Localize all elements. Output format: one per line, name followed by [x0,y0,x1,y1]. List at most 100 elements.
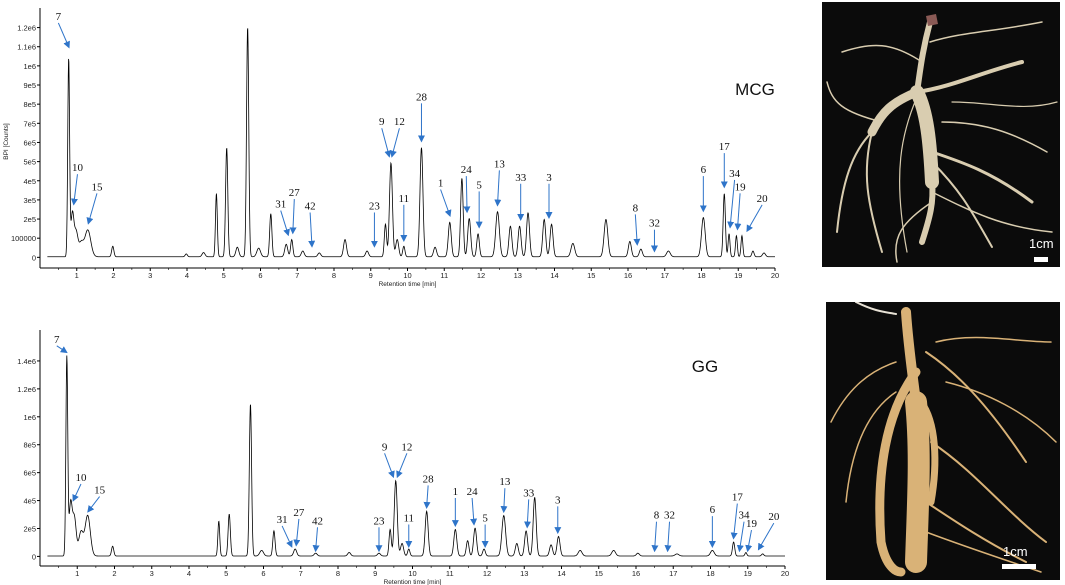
peak-annotation-10: 10 [72,472,87,502]
chromatogram-1: 0 100000 2e5 3e5 4e5 5e5 6e5 7e5 8e5 9e5 1e6 1.1e6 1… [3,8,779,288]
y-tick-label: 6e5 [23,138,36,147]
peak-label: 17 [719,141,731,153]
peak-arrow [500,488,508,514]
peak-annotation-11: 11 [399,193,410,243]
y-tick-label: 1e6 [23,413,36,422]
peak-annotation-17: 17 [719,141,731,189]
y-tick-label: 1.1e6 [17,43,36,52]
peak-label: 42 [312,515,323,527]
peak-annotation-33: 33 [523,487,535,529]
x-tick-label: 7 [299,569,303,578]
peak-label: 3 [555,494,561,506]
bpi-trace [47,28,775,258]
peak-annotation-23: 23 [369,200,380,248]
peak-annotation-8: 8 [633,202,641,246]
peak-annotation-34: 34 [736,510,750,553]
peak-arrow [389,128,400,158]
peak-label: 34 [729,168,741,180]
peak-annotation-9: 9 [379,116,392,158]
x-tick-label: 2 [112,569,116,578]
peak-label: 31 [275,199,286,211]
peak-arrow [757,522,775,551]
peak-label: 13 [494,158,506,170]
peak-label: 28 [423,473,435,485]
peak-label: 12 [401,441,412,453]
peak-annotation-15: 15 [87,485,106,513]
peak-arrow [463,176,471,214]
x-tick-label: 17 [669,569,677,578]
peak-label: 9 [379,116,385,128]
x-tick-label: 19 [734,271,742,280]
peak-label: 15 [94,485,106,497]
y-tick-label: 2e5 [23,524,36,533]
x-tick-label: 1 [75,271,79,280]
scale-bar [1034,257,1048,262]
y-tick-label: 0 [32,552,36,561]
peak-label: 11 [399,193,410,205]
peak-annotation-12: 12 [396,441,412,479]
y-tick-label: 6e5 [23,469,36,478]
x-tick-label: 17 [661,271,669,280]
peak-label: 19 [735,181,747,193]
peak-label: 8 [654,510,660,522]
peak-arrow [72,483,82,502]
peak-label: 15 [91,181,103,193]
peak-label: 7 [54,334,60,346]
x-tick-label: 6 [258,271,262,280]
x-tick-label: 5 [222,271,226,280]
peak-label: 42 [305,200,316,212]
peak-annotation-42: 42 [312,515,323,553]
peak-arrow [384,453,395,479]
peak-arrow [57,22,70,49]
peak-annotation-27: 27 [293,507,305,547]
peak-label: 10 [75,472,87,484]
peak-label: 31 [277,514,288,526]
sample-label: GG [692,357,718,376]
y-tick-label: 2e5 [23,215,36,224]
peak-label: 10 [72,162,84,174]
peak-annotation-24: 24 [467,486,478,526]
y-tick-label: 100000 [11,234,36,243]
x-tick-label: 11 [440,271,448,280]
x-tick-label: 9 [369,271,373,280]
peak-label: 7 [56,11,62,23]
x-tick-label: 2 [111,271,115,280]
sample-label: MCG [735,80,775,99]
x-tick-label: 14 [550,271,558,280]
peak-arrow [734,193,742,231]
x-tick-label: 9 [373,569,377,578]
x-tick-label: 5 [224,569,228,578]
peak-label: 9 [382,441,388,453]
peak-label: 1 [453,486,459,498]
x-tick-label: 15 [595,569,603,578]
peak-label: 5 [476,179,482,191]
peak-annotation-20: 20 [757,511,780,551]
peak-annotation-5: 5 [475,179,483,229]
x-tick-label: 3 [150,569,154,578]
y-tick-label: 7e5 [23,119,36,128]
peak-label: 27 [293,507,305,519]
y-tick-label: 5e5 [23,158,36,167]
peak-annotation-6: 6 [708,504,716,549]
peak-annotation-27: 27 [289,187,301,235]
y-tick-label: 0 [32,253,36,262]
peak-annotation-10: 10 [70,162,84,206]
peak-label: 27 [289,187,301,199]
x-tick-label: 10 [403,271,411,280]
peak-annotation-32: 32 [664,510,675,553]
peak-arrow [70,174,78,206]
peak-arrow [86,193,98,225]
x-tick-label: 13 [520,569,528,578]
peak-label: 33 [523,487,535,499]
peak-arrow [293,518,301,547]
peak-annotation-11: 11 [403,513,414,549]
x-tick-label: 16 [624,271,632,280]
peak-annotation-32: 32 [649,218,660,253]
peak-annotation-28: 28 [423,473,435,509]
peak-annotation-19: 19 [745,518,757,553]
x-axis-label: Retention time [min] [379,281,437,288]
peak-annotation-31: 31 [277,514,293,548]
peak-arrow [664,521,672,553]
x-tick-label: 16 [632,569,640,578]
